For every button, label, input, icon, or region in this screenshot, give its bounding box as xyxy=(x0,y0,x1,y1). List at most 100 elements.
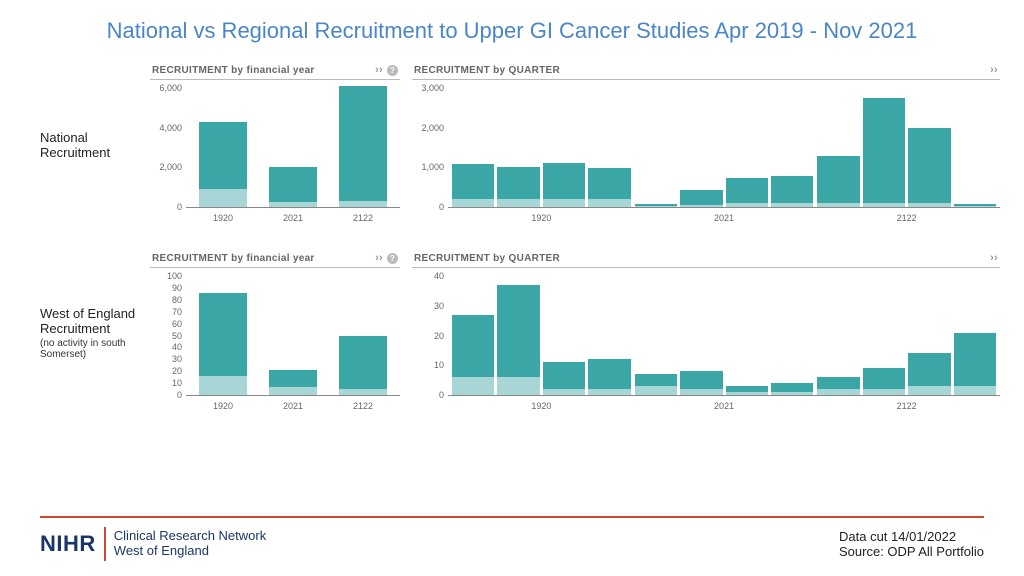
y-tick: 4,000 xyxy=(150,123,182,133)
bar-group: 2021 xyxy=(635,88,814,207)
bar-segment-dark xyxy=(452,315,494,377)
bar xyxy=(771,383,813,395)
chart-area: 010203040192020212122 xyxy=(412,268,1000,418)
bar-group: 1920 xyxy=(190,276,256,395)
bar-segment-dark xyxy=(680,190,722,204)
y-tick: 6,000 xyxy=(150,83,182,93)
x-tick-label: 2021 xyxy=(260,213,326,223)
bar xyxy=(863,98,905,207)
x-tick-label: 2021 xyxy=(260,401,326,411)
panel-quarter: RECRUITMENT by QUARTER ›› 01,0002,0003,000… xyxy=(412,60,1000,230)
help-icon[interactable]: ? xyxy=(387,253,398,264)
y-tick: 40 xyxy=(150,342,182,352)
panel-financial-year: RECRUITMENT by financial year ››? 01020304… xyxy=(150,248,400,418)
logo-abbr: NIHR xyxy=(40,531,96,557)
panel-set: RECRUITMENT by financial year››?02,0004,… xyxy=(150,60,1000,230)
panel-title: RECRUITMENT by financial year xyxy=(152,253,315,264)
org-logo: NIHR Clinical Research Network West of E… xyxy=(40,527,266,561)
bar xyxy=(199,122,247,207)
bar xyxy=(543,163,585,207)
y-tick: 2,000 xyxy=(412,123,444,133)
bar-group: 2122 xyxy=(817,276,996,395)
bar-segment-dark xyxy=(588,359,630,389)
bar xyxy=(863,368,905,395)
bar-segment-light xyxy=(635,386,677,395)
expand-icon[interactable]: ›› xyxy=(990,252,998,264)
bar-segment-light xyxy=(954,386,996,395)
footer-meta: Data cut 14/01/2022 Source: ODP All Port… xyxy=(839,529,984,559)
meta-line2: Source: ODP All Portfolio xyxy=(839,544,984,559)
panel-title: RECRUITMENT by QUARTER xyxy=(414,65,560,76)
expand-icon[interactable]: ›› xyxy=(375,252,383,264)
bars: 192020212122 xyxy=(448,276,1000,395)
plot: 01,0002,0003,000192020212122 xyxy=(448,88,1000,208)
bar-segment-light xyxy=(497,199,539,207)
row-label-text: National Recruitment xyxy=(40,130,142,160)
y-tick: 30 xyxy=(412,301,444,311)
bar xyxy=(339,336,387,396)
bar-group: 2122 xyxy=(330,88,396,207)
bar-group: 2122 xyxy=(330,276,396,395)
y-tick: 80 xyxy=(150,295,182,305)
help-icon[interactable]: ? xyxy=(387,65,398,76)
chart-area: 02,0004,0006,000192020212122 xyxy=(150,80,400,230)
bar-segment-dark xyxy=(452,164,494,199)
bar-segment-light xyxy=(543,389,585,395)
bar-segment-dark xyxy=(269,167,317,202)
logo-divider xyxy=(104,527,106,561)
bar xyxy=(497,167,539,207)
bar-group: 1920 xyxy=(452,88,631,207)
chart-grid: National Recruitment RECRUITMENT by finan… xyxy=(40,60,1000,436)
panel-header: RECRUITMENT by QUARTER›› xyxy=(412,248,1000,268)
bar-segment-light xyxy=(908,386,950,395)
logo-text: Clinical Research Network West of Englan… xyxy=(114,529,266,559)
bars: 192020212122 xyxy=(186,88,400,207)
bar-segment-dark xyxy=(497,167,539,200)
bar-segment-dark xyxy=(863,98,905,203)
bar-segment-dark xyxy=(680,371,722,389)
bar-segment-light xyxy=(269,387,317,395)
bar-segment-dark xyxy=(817,377,859,389)
bar xyxy=(908,353,950,395)
plot: 010203040192020212122 xyxy=(448,276,1000,396)
bar-segment-light xyxy=(269,202,317,207)
bar-segment-dark xyxy=(863,368,905,389)
y-tick: 1,000 xyxy=(412,162,444,172)
y-tick: 0 xyxy=(412,390,444,400)
bar xyxy=(954,204,996,207)
bar-segment-light xyxy=(726,203,768,207)
bar xyxy=(269,167,317,207)
row-label: West of England Recruitment(no activity … xyxy=(40,248,150,418)
panel-set: RECRUITMENT by financial year ››? 01020304… xyxy=(150,248,1000,418)
bar-segment-dark xyxy=(269,370,317,387)
chart-area: 0102030405060708090100192020212122 xyxy=(150,268,400,418)
x-tick-label: 2021 xyxy=(635,213,814,223)
bar-segment-light xyxy=(543,199,585,207)
expand-icon[interactable]: ›› xyxy=(990,64,998,76)
bar-segment-light xyxy=(908,203,950,207)
y-tick: 40 xyxy=(412,271,444,281)
y-tick: 30 xyxy=(150,354,182,364)
bar-segment-dark xyxy=(339,336,387,390)
bar xyxy=(269,370,317,395)
bar-segment-light xyxy=(817,389,859,395)
bar xyxy=(339,86,387,207)
panel-financial-year: RECRUITMENT by financial year››?02,0004,… xyxy=(150,60,400,230)
bar xyxy=(908,128,950,207)
bar-segment-dark xyxy=(543,362,585,389)
bar-group: 2021 xyxy=(260,88,326,207)
bar-group: 1920 xyxy=(190,88,256,207)
panel-header: RECRUITMENT by financial year››? xyxy=(150,60,400,80)
panel-header: RECRUITMENT by QUARTER ›› xyxy=(412,60,1000,80)
bar-segment-light xyxy=(817,203,859,207)
plot: 0102030405060708090100192020212122 xyxy=(186,276,400,396)
bar xyxy=(726,386,768,395)
bar-segment-light xyxy=(954,206,996,207)
bar-segment-dark xyxy=(908,128,950,202)
bar-segment-light xyxy=(339,389,387,395)
bar-segment-light xyxy=(863,203,905,207)
footer-rule xyxy=(40,516,984,518)
bar-segment-light xyxy=(680,389,722,395)
bar-segment-light xyxy=(635,206,677,207)
expand-icon[interactable]: ›› xyxy=(375,64,383,76)
